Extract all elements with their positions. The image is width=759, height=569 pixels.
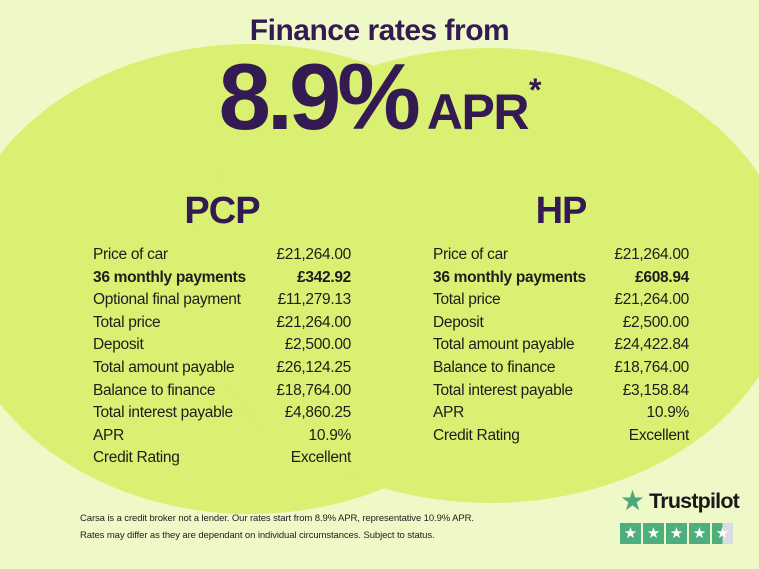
- finance-row-value: £2,500.00: [622, 313, 690, 331]
- disclaimer-line-2: Rates may differ as they are dependant o…: [80, 530, 435, 541]
- finance-row: Total price £21,264.00: [93, 314, 351, 337]
- finance-row-value: £18,764.00: [276, 381, 351, 399]
- finance-row-label: Total amount payable: [93, 358, 235, 376]
- finance-row-label: 36 monthly payments: [93, 268, 246, 286]
- finance-row-label: 36 monthly payments: [433, 268, 586, 286]
- pcp-panel: PCP Price of car £21,264.00 36 monthly p…: [93, 190, 351, 472]
- finance-row-value: £342.92: [297, 268, 351, 286]
- finance-row-label: Optional final payment: [93, 291, 241, 309]
- finance-row-value: £21,264.00: [276, 246, 351, 263]
- finance-row: Total amount payable £24,422.84: [433, 336, 689, 359]
- finance-row-value: £24,422.84: [614, 336, 689, 354]
- trustpilot-star-icon: ★: [620, 483, 646, 517]
- finance-row-value: Excellent: [290, 449, 352, 467]
- finance-row-label: Deposit: [93, 336, 144, 354]
- star-icon: ★: [689, 523, 710, 544]
- finance-row-value: £21,264.00: [614, 291, 689, 309]
- star-icon: ★: [643, 523, 664, 544]
- disclaimer-line-1: Carsa is a credit broker not a lender. O…: [80, 513, 474, 524]
- finance-row-label: Price of car: [93, 246, 168, 263]
- star-icon: ★: [620, 523, 641, 544]
- hp-panel: HP Price of car £21,264.00 36 monthly pa…: [433, 190, 689, 449]
- finance-row-label: APR: [433, 404, 464, 422]
- background-blob-right: [190, 48, 759, 503]
- disclaimer-text: Carsa is a credit broker not a lender. O…: [80, 510, 474, 544]
- finance-row-label: Total price: [93, 313, 161, 331]
- finance-row: Price of car £21,264.00: [93, 246, 351, 269]
- finance-row: Optional final payment £11,279.13: [93, 291, 351, 314]
- finance-row: Total interest payable £3,158.84: [433, 382, 689, 405]
- finance-row: Total interest payable £4,860.25: [93, 404, 351, 427]
- finance-row: Price of car £21,264.00: [433, 246, 689, 269]
- finance-row-label: Price of car: [433, 246, 508, 263]
- finance-row: Total amount payable £26,124.25: [93, 359, 351, 382]
- apr-asterisk: *: [528, 72, 542, 108]
- finance-row-value: 10.9%: [308, 426, 352, 444]
- finance-row: 36 monthly payments £342.92: [93, 269, 351, 292]
- finance-row-label: Credit Rating: [93, 449, 180, 467]
- finance-rates-kicker: Finance rates from: [249, 14, 510, 47]
- finance-row: Total price £21,264.00: [433, 291, 689, 314]
- finance-row: Deposit £2,500.00: [93, 336, 351, 359]
- trustpilot-rating-stars: ★ ★ ★ ★ ★: [620, 523, 734, 544]
- finance-row-value: £2,500.00: [284, 336, 352, 354]
- finance-row: Credit Rating Excellent: [93, 449, 351, 472]
- finance-row-value: £11,279.13: [277, 291, 352, 309]
- finance-row-value: 10.9%: [646, 404, 690, 422]
- finance-row-label: Total amount payable: [433, 336, 575, 354]
- finance-row-value: £3,158.84: [622, 381, 690, 399]
- finance-row-value: £4,860.25: [284, 404, 352, 422]
- pcp-title: PCP: [184, 190, 260, 232]
- finance-row-label: Balance to finance: [433, 358, 556, 376]
- half-star-icon: ★: [712, 523, 733, 544]
- apr-label: APR: [426, 84, 530, 140]
- finance-row-value: £21,264.00: [614, 246, 689, 263]
- finance-row: Credit Rating Excellent: [433, 427, 689, 450]
- finance-row-label: Total price: [433, 291, 501, 309]
- finance-row: Balance to finance £18,764.00: [433, 359, 689, 382]
- finance-row: 36 monthly payments £608.94: [433, 269, 689, 292]
- apr-rate-value: 8.9%: [218, 44, 421, 149]
- apr-headline: 8.9% APR*: [0, 50, 759, 144]
- finance-row-label: Credit Rating: [433, 426, 520, 444]
- finance-row-value: £26,124.25: [276, 358, 351, 376]
- finance-row-label: APR: [93, 426, 124, 444]
- trustpilot-widget: ★ Trustpilot ★ ★ ★ ★ ★: [620, 483, 740, 544]
- finance-row-label: Total interest payable: [93, 404, 233, 422]
- trustpilot-brand-name: Trustpilot: [649, 489, 740, 513]
- finance-row-label: Deposit: [433, 313, 484, 331]
- finance-row-value: £608.94: [635, 268, 689, 286]
- finance-row-label: Balance to finance: [93, 381, 216, 399]
- finance-row-value: £21,264.00: [276, 313, 351, 331]
- finance-row: APR 10.9%: [433, 404, 689, 427]
- finance-row: Balance to finance £18,764.00: [93, 382, 351, 405]
- finance-row-value: Excellent: [628, 426, 690, 444]
- finance-row-value: £18,764.00: [614, 358, 689, 376]
- finance-row-label: Total interest payable: [433, 381, 573, 399]
- finance-row: Deposit £2,500.00: [433, 314, 689, 337]
- trustpilot-logo: ★ Trustpilot: [620, 483, 740, 517]
- finance-row: APR 10.9%: [93, 427, 351, 450]
- star-icon: ★: [666, 523, 687, 544]
- hp-title: HP: [535, 190, 588, 232]
